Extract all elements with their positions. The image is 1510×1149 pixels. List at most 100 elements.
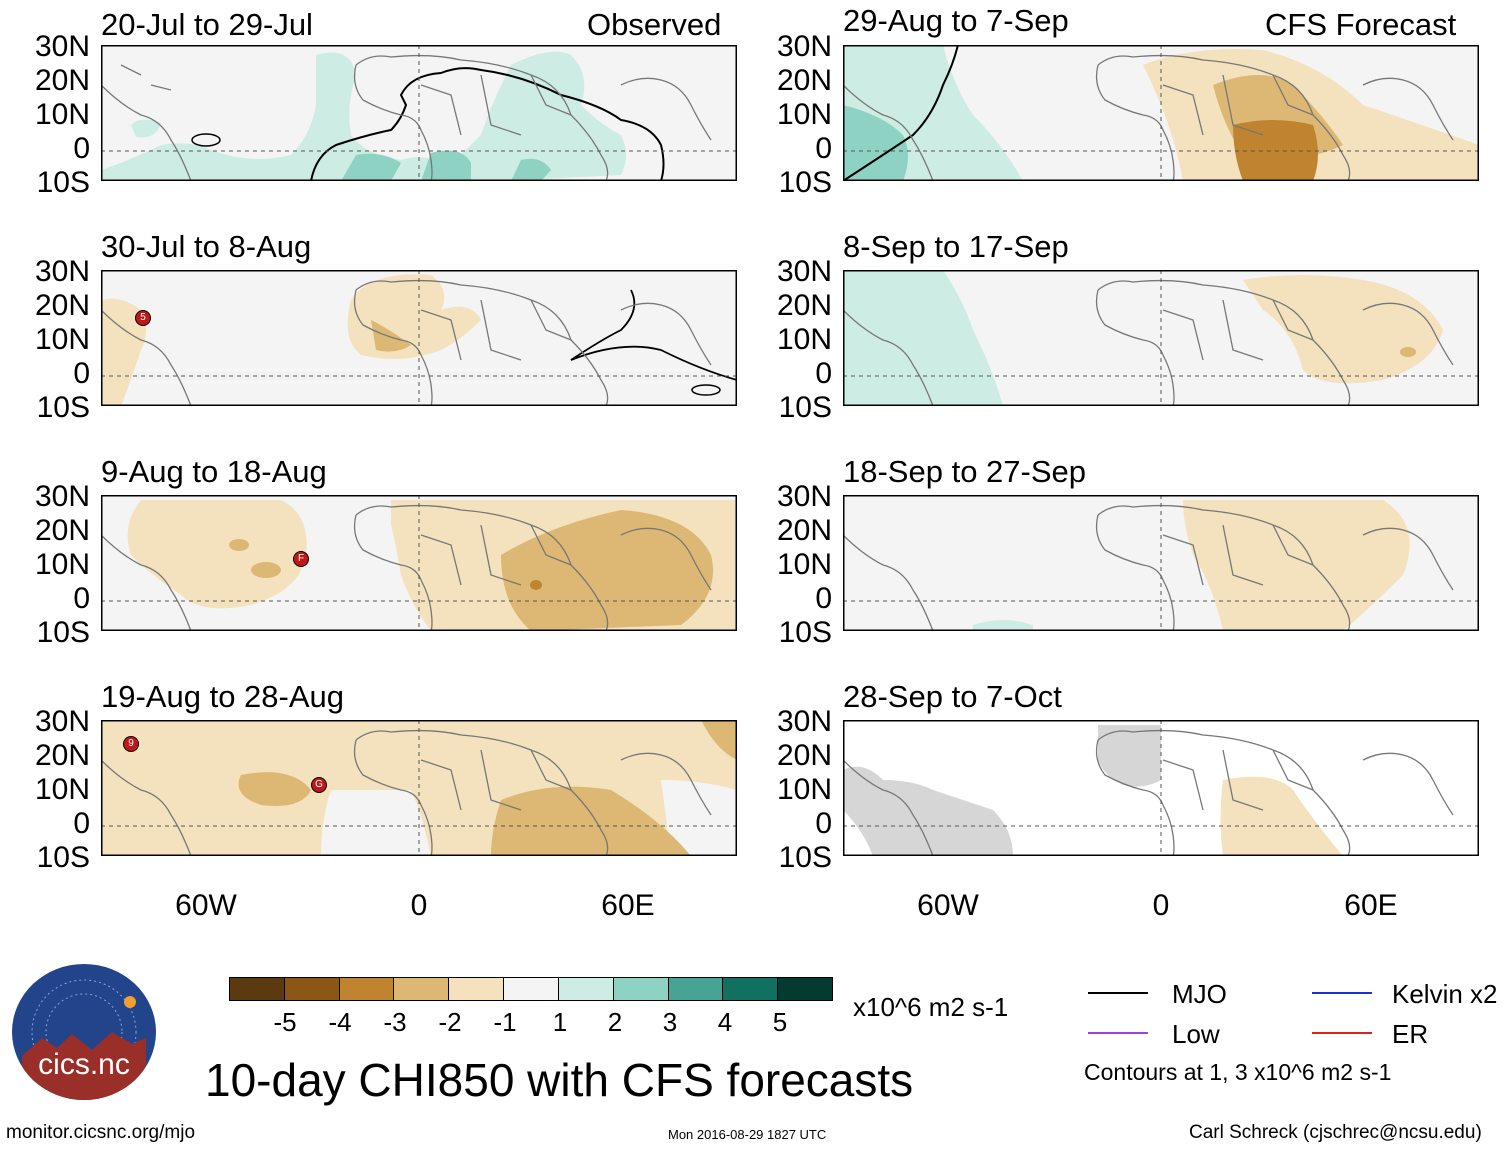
- cb-tick-7: 2: [607, 1007, 623, 1037]
- storm-marker-4: G: [311, 777, 327, 793]
- storm-marker-2: F: [293, 551, 309, 567]
- footer-site[interactable]: monitor.cicsnc.org/mjo: [6, 1122, 196, 1143]
- lat-tick-left-4-5: 10S: [36, 841, 90, 874]
- legend-label-mjo: MJO: [1172, 979, 1227, 1009]
- colorbar-swatch-11: [778, 978, 832, 1000]
- map-r2: [843, 270, 1479, 406]
- footer-author: Carl Schreck (cjschrec@ncsu.edu): [1189, 1122, 1482, 1143]
- lat-tick-left-1-5: 10S: [36, 166, 90, 199]
- lat-tick-left-3-4: 0: [73, 582, 90, 615]
- map-l2: [101, 270, 737, 406]
- colorbar-swatch-8: [613, 978, 669, 1000]
- lon-tick-60e-left: 60E: [601, 889, 655, 922]
- lat-tick-right-1-4: 0: [815, 132, 832, 165]
- contours-note: Contours at 1, 3 x10^6 m2 s-1: [1084, 1059, 1392, 1085]
- storm-marker-1: 5: [135, 310, 151, 326]
- map-panel-l4: 9 G: [101, 720, 737, 856]
- cb-tick-1: -5: [273, 1007, 297, 1037]
- lat-tick-left-3-2: 20N: [34, 514, 90, 547]
- footer-timestamp: Mon 2016-08-29 1827 UTC: [668, 1127, 827, 1142]
- colorbar-swatch-9: [668, 978, 724, 1000]
- lon-tick-60e-right: 60E: [1344, 889, 1398, 922]
- lat-tick-left-3-3: 10N: [34, 548, 90, 581]
- lat-tick-left-1-3: 10N: [34, 98, 90, 131]
- colorbar: [229, 977, 833, 1001]
- map-r3: [843, 495, 1479, 631]
- cb-tick-4: -2: [438, 1007, 462, 1037]
- lat-tick-right-1-3: 10N: [776, 98, 832, 131]
- panel-title-right-4: 28-Sep to 7-Oct: [843, 679, 1062, 714]
- colorbar-swatch-7: [558, 978, 614, 1000]
- panel-title-left-2: 30-Jul to 8-Aug: [101, 229, 312, 264]
- storm-marker-3: 9: [123, 736, 139, 752]
- legend-label-kelvin: Kelvin x2: [1392, 979, 1498, 1009]
- lat-tick-left-2-1: 30N: [34, 255, 90, 288]
- lat-tick-left-3-5: 10S: [36, 616, 90, 649]
- map-panel-l1: [101, 45, 737, 181]
- legend-line-kelvin: [1312, 992, 1372, 994]
- panel-title-left-4: 19-Aug to 28-Aug: [101, 679, 345, 714]
- main-title: 10-day CHI850 with CFS forecasts: [205, 1054, 914, 1106]
- legend-line-er: [1312, 1032, 1372, 1034]
- lon-tick-0-right: 0: [1152, 889, 1170, 922]
- lat-tick-right-3-4: 0: [815, 582, 832, 615]
- map-l4: [101, 720, 737, 856]
- colorbar-swatch-4: [394, 978, 450, 1000]
- lat-tick-left-4-2: 20N: [34, 739, 90, 772]
- lon-tick-60w-right: 60W: [917, 889, 979, 922]
- map-panel-r2: [843, 270, 1479, 406]
- lat-tick-right-1-2: 20N: [776, 64, 832, 97]
- cb-tick-5: -1: [493, 1007, 517, 1037]
- legend-label-low: Low: [1172, 1019, 1220, 1049]
- cb-tick-10: 5: [772, 1007, 788, 1037]
- logo-text: cics.nc: [38, 1048, 130, 1081]
- lat-tick-left-4-1: 30N: [34, 705, 90, 738]
- lat-tick-right-3-5: 10S: [778, 616, 832, 649]
- cb-tick-9: 4: [717, 1007, 733, 1037]
- map-panel-r3: [843, 495, 1479, 631]
- cics-logo: cics.nc: [12, 964, 156, 1100]
- colorbar-units: x10^6 m2 s-1: [853, 992, 1009, 1022]
- map-panel-l2: 5: [101, 270, 737, 406]
- panel-title-right-2: 8-Sep to 17-Sep: [843, 229, 1069, 264]
- colorbar-swatch-10: [723, 978, 779, 1000]
- lat-tick-right-1-1: 30N: [776, 30, 832, 63]
- map-l3: [101, 495, 737, 631]
- lat-tick-left-4-3: 10N: [34, 773, 90, 806]
- colorbar-swatch-1: [230, 978, 285, 1000]
- panel-title-right-3: 18-Sep to 27-Sep: [843, 454, 1087, 489]
- colorbar-swatch-6: [504, 978, 559, 1000]
- lat-tick-right-4-5: 10S: [778, 841, 832, 874]
- lon-tick-0-left: 0: [410, 889, 428, 922]
- lat-tick-right-3-3: 10N: [776, 548, 832, 581]
- map-panel-l3: F: [101, 495, 737, 631]
- lat-tick-right-3-1: 30N: [776, 480, 832, 513]
- colorbar-swatch-2: [284, 978, 340, 1000]
- lat-tick-left-2-5: 10S: [36, 391, 90, 424]
- lat-tick-right-4-1: 30N: [776, 705, 832, 738]
- lat-tick-right-4-3: 10N: [776, 773, 832, 806]
- cb-tick-2: -4: [328, 1007, 352, 1037]
- cb-tick-8: 3: [662, 1007, 678, 1037]
- lat-tick-left-2-4: 0: [73, 357, 90, 390]
- lat-tick-right-2-3: 10N: [776, 323, 832, 356]
- map-panel-r1: [843, 45, 1479, 181]
- lat-tick-left-1-2: 20N: [34, 64, 90, 97]
- legend-label-er: ER: [1392, 1019, 1429, 1049]
- lat-tick-left-2-3: 10N: [34, 323, 90, 356]
- lat-tick-right-3-2: 20N: [776, 514, 832, 547]
- colorbar-swatch-3: [339, 978, 395, 1000]
- legend-line-low: [1088, 1032, 1148, 1034]
- lat-tick-left-4-4: 0: [73, 807, 90, 840]
- lon-tick-60w-left: 60W: [175, 889, 237, 922]
- lat-tick-right-2-5: 10S: [778, 391, 832, 424]
- lat-tick-right-4-2: 20N: [776, 739, 832, 772]
- colorbar-swatch-5: [449, 978, 505, 1000]
- lat-tick-right-1-5: 10S: [778, 166, 832, 199]
- observed-label: Observed: [587, 7, 722, 42]
- lat-tick-right-2-1: 30N: [776, 255, 832, 288]
- lat-tick-right-2-2: 20N: [776, 289, 832, 322]
- legend-line-mjo: [1088, 992, 1148, 994]
- panel-title-right-1: 29-Aug to 7-Sep: [843, 3, 1069, 38]
- map-r1: [843, 45, 1479, 181]
